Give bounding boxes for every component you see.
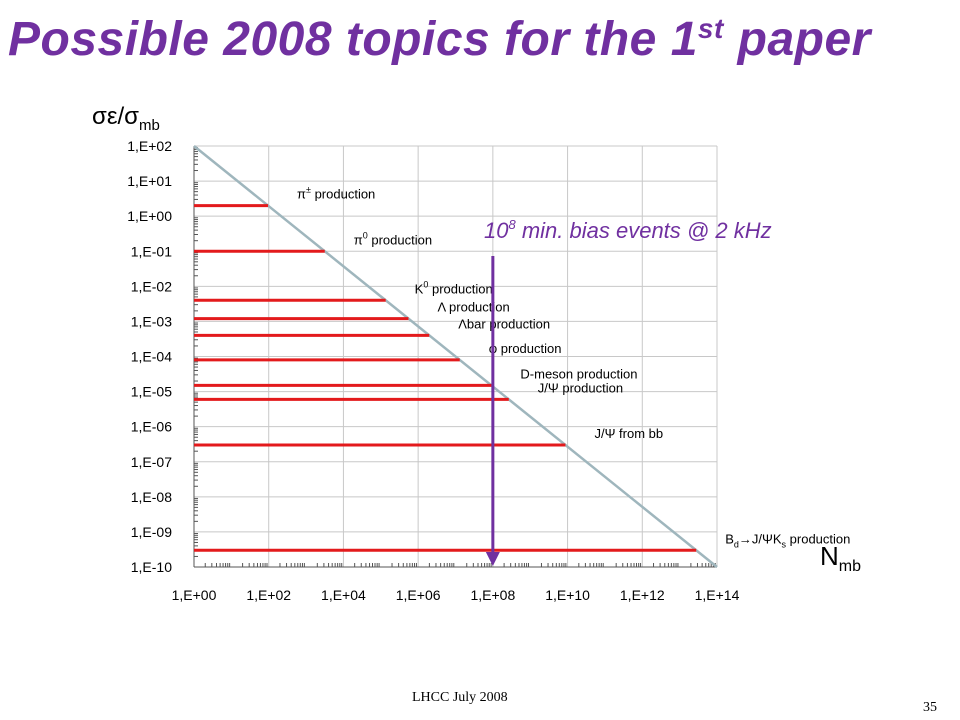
bar-label: Bd→J/ΨKs production (725, 531, 850, 549)
bar-label: Λbar production (458, 316, 550, 331)
y-tick-label: 1,E-07 (131, 454, 172, 470)
bar-label: K0 production (415, 279, 493, 296)
x-tick-label: 1,E+04 (321, 587, 366, 603)
x-tick-label: 1,E+10 (545, 587, 590, 603)
y-tick-label: 1,E-02 (131, 278, 172, 294)
y-tick-label: 1,E-03 (131, 313, 172, 329)
y-tick-label: 1,E-06 (131, 419, 172, 435)
bar-label: J/Ψ from bb (594, 426, 663, 441)
x-tick-label: 1,E+00 (172, 587, 217, 603)
y-tick-label: 1,E-05 (131, 384, 172, 400)
annotation-text: 108 min. bias events @ 2 kHz (484, 217, 772, 243)
annotation-arrow-head (485, 552, 500, 566)
x-tick-label: 1,E+12 (620, 587, 665, 603)
x-tick-label: 1,E+02 (246, 587, 291, 603)
bar-label: Λ production (437, 300, 509, 315)
bar-label: π0 production (354, 230, 432, 247)
bar-label: J/Ψ production (538, 380, 623, 395)
page-number: 35 (923, 700, 937, 715)
y-tick-label: 1,E-10 (131, 559, 172, 575)
y-axis-title: σε/σmb (92, 103, 160, 134)
bar-label: D-meson production (520, 366, 637, 381)
footer-text: LHCC July 2008 (412, 690, 508, 705)
bar-label: π± production (297, 185, 375, 202)
y-tick-label: 1,E+01 (127, 173, 172, 189)
slide-title: Possible 2008 topics for the 1st paper (8, 13, 871, 66)
y-tick-label: 1,E-04 (131, 349, 172, 365)
bar-label: φ production (489, 341, 562, 356)
x-tick-label: 1,E+06 (396, 587, 441, 603)
y-tick-label: 1,E-08 (131, 489, 172, 505)
y-tick-label: 1,E+00 (127, 208, 172, 224)
x-tick-label: 1,E+08 (470, 587, 515, 603)
y-tick-label: 1,E-09 (131, 524, 172, 540)
reference-diagonal-line (193, 145, 718, 568)
y-tick-label: 1,E+02 (127, 138, 172, 154)
x-tick-label: 1,E+14 (695, 587, 740, 603)
x-axis-title: Nmb (820, 541, 861, 575)
y-tick-label: 1,E-01 (131, 243, 172, 259)
